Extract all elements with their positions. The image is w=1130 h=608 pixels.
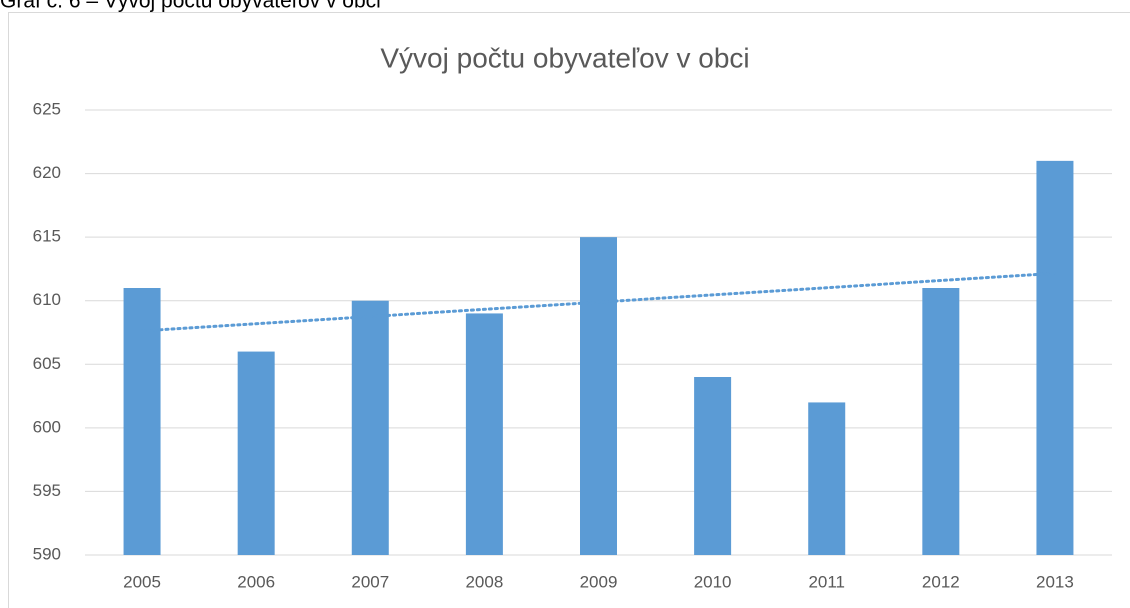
bar	[465, 313, 503, 555]
trendline	[140, 271, 1057, 333]
bar	[237, 351, 275, 555]
bar	[351, 300, 389, 555]
bar	[580, 237, 617, 555]
x-tick-label: 2008	[465, 572, 503, 591]
y-tick-label: 625	[33, 99, 61, 118]
x-tick-label: 2012	[922, 572, 960, 591]
bar	[922, 288, 960, 555]
chart-frame	[8, 12, 1130, 608]
caption: Graf č. 6 – Vývoj počtu obyvateľov v obc…	[0, 0, 381, 13]
bar	[808, 402, 846, 555]
y-tick-label: 620	[33, 163, 61, 182]
y-tick-label: 595	[33, 481, 61, 500]
x-tick-label: 2009	[580, 572, 618, 591]
bar	[123, 288, 161, 555]
bar	[694, 377, 732, 555]
chart-title: Vývoj počtu obyvateľov v obci	[380, 42, 749, 73]
x-tick-label: 2011	[808, 572, 845, 591]
y-tick-label: 615	[33, 227, 61, 246]
y-tick-label: 605	[33, 354, 61, 373]
x-tick-label: 2005	[123, 572, 161, 591]
x-tick-label: 2010	[694, 572, 732, 591]
y-tick-label: 610	[33, 290, 61, 309]
x-tick-label: 2007	[351, 572, 389, 591]
x-tick-label: 2006	[237, 572, 275, 591]
bar	[1036, 160, 1074, 555]
y-tick-label: 590	[33, 544, 61, 563]
x-tick-label: 2013	[1036, 572, 1074, 591]
y-tick-label: 600	[33, 417, 61, 436]
